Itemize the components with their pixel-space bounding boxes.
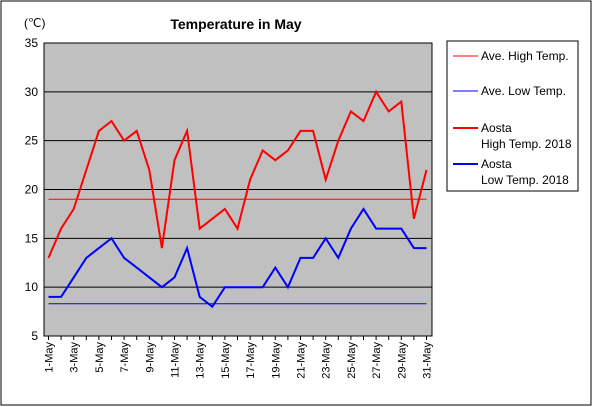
legend-label-4-line-2: Low Temp. 2018 [481, 173, 569, 187]
y-tick-label: 35 [25, 36, 39, 50]
series-line-4 [48, 207, 427, 309]
y-tick-label: 10 [25, 280, 39, 294]
y-axis-ticks: 5 10 15 20 25 30 35 [25, 36, 39, 343]
x-tick-label: 31-May [422, 342, 434, 379]
x-tick-label: 13-May [195, 342, 207, 379]
x-tick-label: 5-May [94, 342, 106, 373]
legend: Ave. High Temp. Ave. Low Temp. Aosta High T… [446, 40, 579, 192]
y-tick-label: 15 [25, 231, 39, 245]
y-tick-label: 25 [25, 134, 39, 148]
x-tick-label: 1-May [44, 342, 56, 373]
unit-label: (℃) [24, 16, 45, 30]
x-tick-label: 9-May [144, 342, 156, 373]
legend-label-3-line-1: Aosta [481, 121, 512, 135]
x-tick-label: 19-May [270, 342, 282, 379]
x-tick-label: 29-May [396, 342, 408, 379]
legend-label-3-line-2: High Temp. 2018 [481, 137, 572, 151]
legend-label-4-line-1: Aosta [481, 157, 512, 171]
x-tick-label: 15-May [220, 342, 232, 379]
y-tick-label: 20 [25, 183, 39, 197]
x-tick-label: 11-May [170, 342, 182, 378]
x-tick-label: 7-May [119, 342, 131, 373]
chart-title: Temperature in May [170, 16, 301, 32]
legend-label-2: Ave. Low Temp. [481, 84, 566, 98]
series-lines [47, 89, 428, 309]
x-tick-label: 21-May [296, 342, 308, 379]
x-tick-label: 17-May [245, 342, 257, 379]
y-tick-label: 5 [31, 329, 38, 343]
series-line-3 [47, 89, 428, 259]
x-tick-label: 3-May [69, 342, 81, 373]
y-tick-label: 30 [25, 85, 39, 99]
legend-box [446, 40, 579, 192]
x-tick-label: 27-May [371, 342, 383, 379]
gridlines [44, 91, 432, 288]
x-tick-label: 25-May [346, 342, 358, 379]
x-tick-label: 23-May [321, 342, 333, 379]
legend-label-1: Ave. High Temp. [481, 49, 569, 63]
x-axis-ticks: 1-May 3-May 5-May 7-May 9-May 11-May 13-May 15-… [44, 336, 434, 379]
